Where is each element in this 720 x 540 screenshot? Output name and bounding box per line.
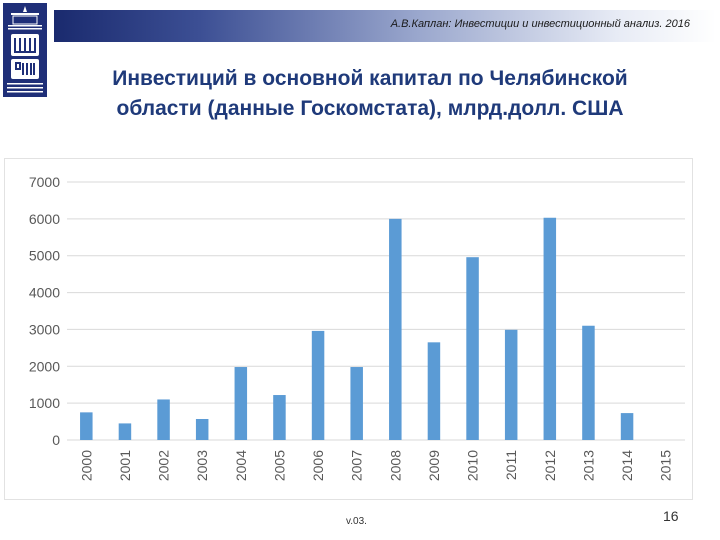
x-tick-label: 2001 (117, 450, 133, 481)
bar-2014 (620, 413, 634, 440)
bar-2010 (466, 257, 479, 440)
x-tick-label: 2012 (542, 450, 558, 481)
bars (80, 217, 634, 440)
bar-2013 (582, 325, 595, 440)
header-subtitle: А.В.Каплан: Инвестиции и инвестиционный … (390, 18, 690, 30)
x-tick-label: 2014 (619, 450, 635, 481)
y-tick-label: 7000 (29, 174, 60, 190)
x-tick-label: 2009 (426, 450, 442, 481)
chart-container: 0 1000 2000 3000 4000 5000 6000 7000 2000 2001 20… (4, 158, 693, 500)
x-tick-label: 2010 (465, 450, 481, 481)
page-number: 16 (663, 508, 679, 524)
bar-2007 (350, 367, 363, 440)
x-tick-label: 2013 (580, 450, 596, 481)
header-gradient-band (54, 10, 716, 42)
y-tick-label: 5000 (29, 248, 60, 264)
bar-2000 (80, 412, 93, 440)
y-tick-label: 1000 (29, 395, 60, 411)
bar-2012 (543, 217, 557, 440)
x-tick-label: 2002 (156, 450, 172, 481)
bar-2005 (273, 395, 286, 440)
y-tick-label: 6000 (29, 211, 60, 227)
x-tick-label: 2015 (658, 450, 674, 481)
x-tick-label: 2004 (233, 450, 249, 481)
x-tick-label: 2006 (310, 450, 326, 481)
y-tick-label: 2000 (29, 358, 60, 374)
bar-2011 (504, 329, 518, 440)
x-tick-label: 2000 (78, 450, 94, 481)
slide-title-line2: области (данные Госкомстата), млрд.долл.… (116, 97, 624, 120)
bar-2009 (427, 342, 441, 440)
bar-2002 (157, 399, 170, 440)
x-tick-label: 2003 (194, 450, 210, 481)
bar-2008 (389, 218, 402, 440)
grid-layer (67, 181, 685, 441)
slide-title-line1: Инвестиций в основной капитал по Челябин… (112, 67, 628, 90)
bar-2003 (195, 418, 209, 440)
x-tick-label: 2007 (349, 450, 365, 481)
bar-2004 (234, 367, 248, 440)
bar-2001 (118, 423, 132, 440)
x-tick-label: 2011 (503, 450, 519, 480)
y-tick-label: 3000 (29, 321, 60, 337)
university-logo (3, 3, 47, 97)
x-tick-label: 2008 (387, 450, 403, 481)
version-label: v.03. (346, 516, 367, 527)
slide-title: Инвестиций в основной капитал по Челябин… (60, 64, 680, 124)
bar-2006 (311, 330, 325, 440)
y-tick-label: 4000 (29, 285, 60, 301)
x-tick-label: 2005 (271, 450, 287, 481)
x-tick-labels: 2000 2001 2002 2003 2004 2005 2006 2007 2008 2009… (78, 450, 673, 481)
y-tick-label: 0 (52, 432, 60, 448)
y-tick-labels: 0 1000 2000 3000 4000 5000 6000 7000 (29, 174, 60, 448)
